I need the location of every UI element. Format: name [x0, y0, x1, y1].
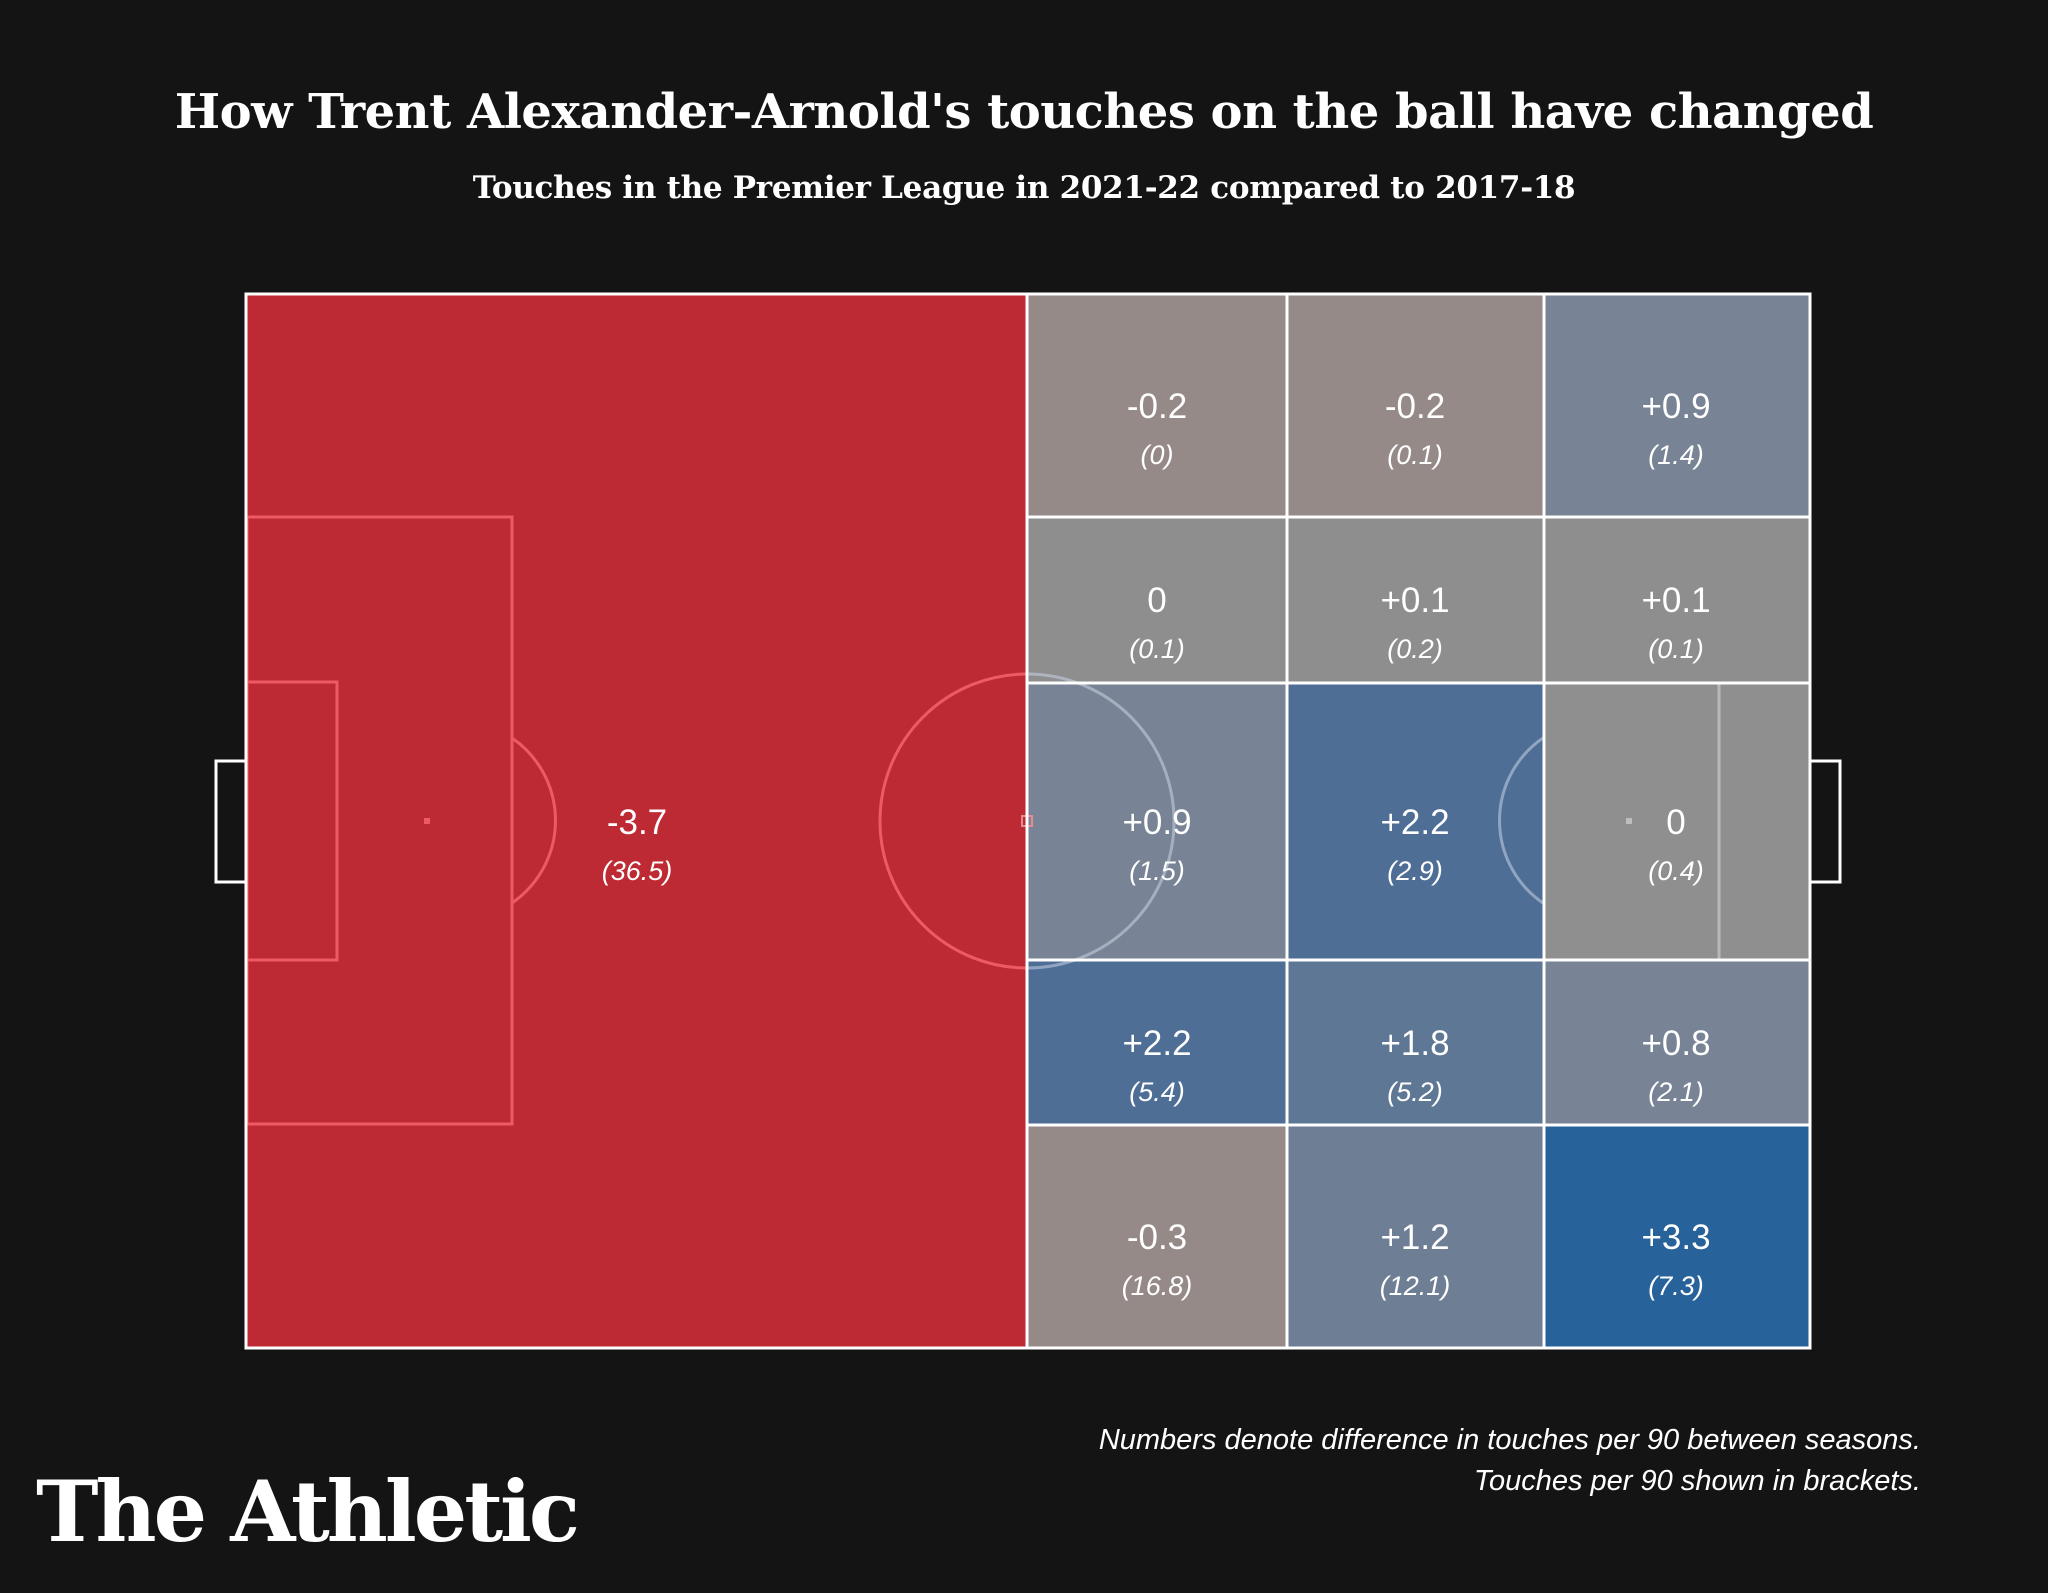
attacking-half-grid — [1027, 294, 1810, 1348]
zone-diff: +0.8 — [1641, 1024, 1711, 1063]
zone-cell — [1027, 517, 1287, 683]
zone-cell — [1287, 517, 1544, 683]
zone-label: +2.2 (5.4) — [1122, 1024, 1191, 1108]
zone-diff: -0.3 — [1126, 1218, 1188, 1257]
zone-diff: +1.2 — [1380, 1218, 1450, 1257]
zone-per90: (0.1) — [1648, 634, 1704, 664]
right-penalty-spot — [1626, 818, 1632, 824]
zone-label: +0.9 (1.5) — [1122, 803, 1191, 887]
zone-diff: +1.8 — [1380, 1024, 1450, 1063]
attacking-half-markings — [1026, 672, 1544, 970]
zone-cell — [1287, 683, 1544, 960]
zone-diff: +0.9 — [1641, 387, 1711, 426]
zone-per90: (2.1) — [1648, 1077, 1704, 1107]
footnote-line-2: Touches per 90 shown in brackets. — [1473, 1465, 1921, 1497]
chart-subtitle: Touches in the Premier League in 2021-22… — [472, 170, 1576, 206]
zone-cell — [1544, 294, 1810, 517]
right-penalty-arc — [1498, 736, 1544, 905]
zone-cell — [1544, 683, 1810, 960]
zone-label: +0.8 (2.1) — [1641, 1024, 1710, 1108]
zone-label: +1.8 (5.2) — [1380, 1024, 1449, 1108]
zone-own-half — [246, 294, 1027, 1348]
zone-per90: (16.8) — [1121, 1271, 1193, 1301]
zone-diff: 0 — [1147, 581, 1167, 620]
left-penalty-arc — [511, 736, 557, 905]
zone-per90: (0.1) — [1129, 634, 1185, 664]
zone-label: -0.2 (0) — [1127, 387, 1187, 471]
grid-lines — [1025, 294, 1810, 1348]
zone-diff: +2.2 — [1380, 803, 1450, 842]
zone-label: 0 (0.1) — [1129, 581, 1185, 665]
zone-label: +0.9 (1.4) — [1641, 387, 1710, 471]
zone-per90: (0.2) — [1387, 634, 1443, 664]
zone-per90: (0) — [1140, 440, 1174, 470]
zone-cell — [1027, 960, 1287, 1125]
zone-diff: +0.9 — [1122, 803, 1192, 842]
zone-per90: (0.4) — [1648, 856, 1704, 886]
zone-cell — [1544, 1125, 1810, 1348]
zone-diff: 0 — [1666, 803, 1686, 842]
left-penalty-spot — [424, 818, 430, 824]
zone-label-own-half: -3.7 (36.5) — [602, 803, 673, 887]
right-goal — [1810, 759, 1842, 884]
zone-per90: (5.4) — [1129, 1077, 1185, 1107]
zone-label: -0.3 (16.8) — [1122, 1218, 1193, 1302]
zone-cell — [1287, 960, 1544, 1125]
zone-cell — [1287, 294, 1544, 517]
zone-label: +2.2 (2.9) — [1380, 803, 1449, 887]
footnote: Numbers denote difference in touches per… — [1099, 1420, 1921, 1502]
zone-cell — [1027, 1125, 1287, 1348]
zone-label: +0.1 (0.2) — [1380, 581, 1449, 665]
zone-per90: (5.2) — [1387, 1077, 1443, 1107]
zone-cell — [1544, 960, 1810, 1125]
zone-cell — [1027, 294, 1287, 517]
center-circle-left — [878, 672, 1028, 970]
footnote-line-1: Numbers denote difference in touches per… — [1098, 1424, 1921, 1456]
zone-diff: +2.2 — [1122, 1024, 1192, 1063]
center-circle-right — [1026, 672, 1176, 970]
zone-label: +3.3 (7.3) — [1641, 1218, 1710, 1302]
zone-cell — [1544, 517, 1810, 683]
zone-per90: (12.1) — [1379, 1271, 1451, 1301]
the-athletic-logo: The Athletic — [36, 1462, 580, 1561]
pitch-outline — [244, 292, 1812, 1350]
zone-diff: -0.2 — [1384, 387, 1446, 426]
zone-per90: (1.5) — [1129, 856, 1185, 886]
zone-label: +0.1 (0.1) — [1641, 581, 1710, 665]
zone-per90: (7.3) — [1648, 1271, 1704, 1301]
zone-diff: -3.7 — [606, 803, 668, 842]
zone-per90: (2.9) — [1387, 856, 1443, 886]
zone-cell — [1287, 1125, 1544, 1348]
zone-diff: +3.3 — [1641, 1218, 1711, 1257]
zone-diff: +0.1 — [1380, 581, 1450, 620]
zone-per90: (1.4) — [1648, 440, 1704, 470]
chart-title: How Trent Alexander-Arnold's touches on … — [174, 84, 1874, 140]
zone-label: +1.2 (12.1) — [1380, 1218, 1451, 1302]
zone-diff: +0.1 — [1641, 581, 1711, 620]
left-goal — [214, 759, 246, 884]
zone-per90: (36.5) — [601, 856, 673, 886]
zone-diff: -0.2 — [1126, 387, 1188, 426]
zone-label: -0.2 (0.1) — [1385, 387, 1445, 471]
zone-cell — [1027, 683, 1287, 960]
zone-label: 0 (0.4) — [1648, 803, 1704, 887]
zone-per90: (0.1) — [1387, 440, 1443, 470]
